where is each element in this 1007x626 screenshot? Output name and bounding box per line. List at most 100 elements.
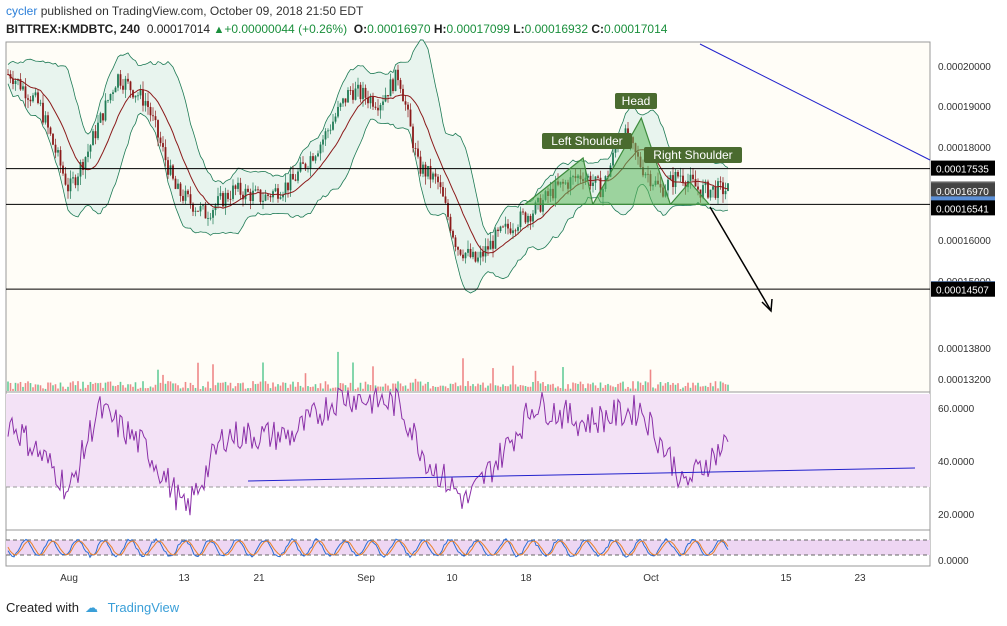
candle-body — [389, 79, 392, 97]
candle-body — [74, 177, 77, 186]
volume-bar — [74, 385, 77, 391]
volume-bar — [384, 383, 387, 391]
candle-body — [32, 95, 34, 102]
candle-body — [697, 186, 699, 190]
volume-bar — [324, 381, 327, 391]
candle-body — [329, 129, 332, 131]
symbol-label: BITTREX:KMDBTC, 240 — [6, 22, 141, 36]
volume-bar — [322, 388, 324, 391]
candle-body — [254, 189, 257, 191]
price-tick: 0.00019000 — [938, 102, 991, 113]
time-tick: 23 — [854, 573, 866, 584]
volume-bar — [539, 383, 542, 391]
volume-bar — [99, 382, 102, 391]
volume-bar — [192, 385, 194, 391]
candle-body — [157, 120, 159, 138]
candle-body — [497, 229, 499, 232]
pattern-triangle — [669, 181, 711, 205]
candle-body — [154, 116, 157, 121]
volume-bar — [249, 388, 252, 391]
candle-body — [59, 150, 62, 166]
candle-body — [209, 217, 212, 219]
volume-bar — [107, 381, 109, 391]
candle-body — [382, 101, 384, 105]
candle-body — [174, 178, 177, 189]
candle-body — [232, 185, 234, 199]
volume-bar — [714, 381, 717, 391]
candle-body — [462, 254, 464, 259]
candle-body — [692, 174, 694, 180]
volume-bar — [202, 386, 204, 391]
candle-body — [417, 148, 419, 157]
candle-body — [679, 175, 682, 177]
candle-body — [712, 186, 714, 190]
time-tick: Sep — [357, 573, 375, 584]
volume-bar — [474, 386, 477, 391]
candle-body — [347, 90, 349, 103]
candle-body — [44, 115, 47, 123]
close-label: C: — [591, 22, 605, 36]
candle-body — [109, 94, 112, 101]
candle-body — [352, 90, 354, 100]
volume-bar — [187, 388, 189, 391]
target-arrowhead — [761, 298, 773, 313]
volume-bar — [37, 384, 39, 391]
tradingview-link[interactable]: TradingView — [107, 600, 180, 615]
volume-bar — [54, 384, 57, 391]
volume-bar — [419, 381, 422, 391]
price-tag-label: 0.00017535 — [936, 165, 989, 176]
volume-bar — [264, 381, 267, 391]
candle-body — [19, 79, 22, 90]
volume-bar — [459, 385, 462, 391]
volume-bar — [152, 387, 154, 391]
candle-body — [509, 228, 512, 234]
volume-bar — [269, 388, 272, 391]
volume-bar — [232, 388, 234, 391]
volume-bar — [444, 386, 447, 391]
volume-bar — [634, 388, 637, 391]
price-tick: 0.00013200 — [938, 375, 991, 386]
volume-bar — [479, 384, 482, 391]
candle-body — [249, 191, 252, 202]
volume-bar — [204, 387, 207, 391]
candle-body — [714, 186, 717, 198]
volume-bar — [182, 387, 184, 391]
candle-body — [682, 175, 684, 183]
volume-bar — [637, 381, 639, 391]
candle-body — [397, 69, 399, 81]
tradingview-logo-icon[interactable]: ☁ — [84, 600, 98, 615]
volume-bar — [57, 388, 59, 391]
candles — [7, 64, 729, 266]
target-arrow — [709, 206, 771, 310]
candle-body — [359, 84, 362, 100]
volume-bar — [82, 381, 84, 391]
volume-bar — [154, 384, 157, 391]
candle-body — [704, 181, 707, 186]
candle-body — [587, 175, 589, 178]
candle-body — [69, 178, 72, 192]
candle-body — [197, 210, 199, 212]
candle-body — [127, 78, 129, 82]
candle-body — [532, 213, 534, 222]
candle-body — [499, 226, 502, 232]
author-link[interactable]: cycler — [6, 4, 38, 18]
volume-bar — [357, 387, 359, 391]
volume-bar — [167, 381, 169, 391]
candle-body — [119, 74, 122, 86]
head-label: Head — [622, 94, 651, 108]
volume-bar — [457, 386, 459, 391]
volume-bar — [552, 383, 554, 391]
volume-bar — [462, 358, 464, 391]
candle-body — [49, 127, 52, 134]
candle-body — [282, 194, 284, 198]
rsi-tick: 40.0000 — [938, 457, 975, 468]
volume-bar — [309, 387, 312, 391]
volume-bar — [379, 386, 382, 391]
volume-bar — [112, 385, 114, 391]
volume-bar — [12, 388, 14, 391]
candle-body — [487, 246, 489, 250]
volume-bar — [122, 385, 124, 391]
candle-body — [719, 181, 722, 183]
volume-bar — [717, 388, 719, 391]
